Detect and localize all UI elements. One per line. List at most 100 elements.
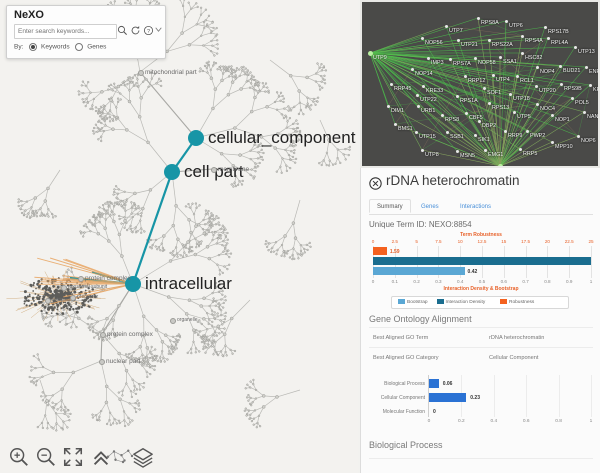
ontology-tree-view[interactable]: cellular_component cell part intracellular… xyxy=(0,0,358,473)
gene-node[interactable] xyxy=(455,149,459,153)
gene-node[interactable] xyxy=(487,38,491,42)
gene-node[interactable] xyxy=(473,56,477,60)
gene-node[interactable] xyxy=(535,102,539,106)
go-term-value: rDNA heterochromatin xyxy=(489,335,545,341)
gene-node[interactable] xyxy=(584,65,588,69)
tree-node[interactable] xyxy=(211,167,217,173)
detail-tabs[interactable]: Summary Genes Interactions xyxy=(369,199,593,215)
gene-node[interactable] xyxy=(543,25,547,29)
gene-node[interactable] xyxy=(477,119,481,123)
gene-node[interactable] xyxy=(476,16,480,20)
gene-node[interactable] xyxy=(570,96,574,100)
tab-genes[interactable]: Genes xyxy=(421,204,439,210)
gene-node[interactable] xyxy=(393,122,397,126)
gene-node[interactable] xyxy=(491,73,495,77)
gene-node[interactable] xyxy=(518,147,522,151)
gene-node[interactable] xyxy=(515,74,519,78)
gene-node[interactable] xyxy=(482,86,486,90)
tree-hub-node[interactable] xyxy=(188,130,204,146)
tree-node[interactable] xyxy=(99,359,105,365)
gene-node[interactable] xyxy=(367,50,373,56)
gene-node[interactable] xyxy=(464,111,468,115)
tree-hub-node[interactable] xyxy=(125,276,141,292)
gene-node[interactable] xyxy=(559,82,563,86)
zoom-in-icon[interactable] xyxy=(8,446,30,468)
gene-node[interactable] xyxy=(497,163,503,166)
gene-node[interactable] xyxy=(445,130,449,134)
gene-node[interactable] xyxy=(421,84,425,88)
axis-tick: 0.2 xyxy=(458,419,465,424)
gene-node[interactable] xyxy=(415,93,419,97)
gene-node[interactable] xyxy=(503,129,507,133)
gene-node[interactable] xyxy=(487,101,491,105)
gene-node[interactable] xyxy=(410,67,414,71)
gene-node[interactable] xyxy=(558,64,562,68)
tree-node[interactable] xyxy=(61,285,67,291)
gene-node[interactable] xyxy=(582,110,586,114)
gene-network-canvas[interactable] xyxy=(362,2,598,166)
tab-summary[interactable]: Summary xyxy=(369,199,411,213)
gene-node[interactable] xyxy=(525,129,529,133)
search-panel[interactable]: NeXO ? By: Keywords Genes xyxy=(6,5,166,59)
tree-node[interactable] xyxy=(100,332,106,338)
gene-node[interactable] xyxy=(483,148,487,152)
gene-node[interactable] xyxy=(448,57,452,61)
divider xyxy=(369,458,593,459)
help-icon[interactable]: ? xyxy=(143,25,154,36)
tree-node[interactable] xyxy=(78,276,84,282)
tree-node[interactable] xyxy=(170,318,176,324)
gene-node[interactable] xyxy=(426,56,430,60)
tree-canvas[interactable] xyxy=(0,0,358,473)
gene-node[interactable] xyxy=(508,92,512,96)
gene-node[interactable] xyxy=(473,133,477,137)
gene-node[interactable] xyxy=(573,45,577,49)
gene-node[interactable] xyxy=(512,110,516,114)
collapse-all-icon[interactable] xyxy=(90,446,112,468)
search-filter-row[interactable]: By: Keywords Genes xyxy=(14,43,106,51)
search-input[interactable] xyxy=(14,24,117,39)
tree-node[interactable] xyxy=(138,70,144,76)
gene-node[interactable] xyxy=(588,83,592,87)
gene-node[interactable] xyxy=(550,140,554,144)
gene-node[interactable] xyxy=(534,84,538,88)
gene-node[interactable] xyxy=(416,104,420,108)
gene-node[interactable] xyxy=(463,74,467,78)
term-detail-panel[interactable]: rDNA heterochromatin Summary Genes Inter… xyxy=(360,168,600,473)
gene-node[interactable] xyxy=(386,104,390,108)
radio-genes[interactable] xyxy=(75,43,84,51)
gene-node[interactable] xyxy=(440,113,444,117)
gene-node[interactable] xyxy=(444,24,448,28)
close-circle-icon[interactable] xyxy=(369,177,382,190)
gene-node[interactable] xyxy=(504,19,508,23)
radio-keywords[interactable] xyxy=(29,43,38,51)
zoom-out-icon[interactable] xyxy=(35,446,57,468)
chevron-down-icon[interactable] xyxy=(155,26,162,35)
chart-bar xyxy=(429,393,467,402)
gene-node[interactable] xyxy=(535,65,539,69)
gene-node[interactable] xyxy=(420,36,424,40)
gene-node[interactable] xyxy=(389,82,393,86)
tab-interactions[interactable]: Interactions xyxy=(460,204,492,210)
gene-node[interactable] xyxy=(414,130,418,134)
search-icon[interactable] xyxy=(117,25,128,36)
fit-screen-icon[interactable] xyxy=(62,446,84,468)
tree-node[interactable] xyxy=(45,298,51,304)
tree-node[interactable] xyxy=(70,295,76,301)
gene-node[interactable] xyxy=(498,55,502,59)
gene-node[interactable] xyxy=(455,94,459,98)
gene-interaction-network[interactable]: UTP9 NOP56 UTP7 RPS8A UTP6 RPS17B UTP21 RPS22A R… xyxy=(360,0,600,168)
go-category-key: Best Aligned GO Category xyxy=(373,355,439,361)
gene-node[interactable] xyxy=(456,38,460,42)
gene-node[interactable] xyxy=(520,34,524,38)
legend-item: Robustness xyxy=(500,299,534,305)
gene-node[interactable] xyxy=(420,148,424,152)
layers-icon[interactable] xyxy=(132,446,154,468)
gene-node[interactable] xyxy=(520,51,524,55)
tree-hub-node[interactable] xyxy=(164,164,180,180)
gene-node[interactable] xyxy=(550,113,554,117)
refresh-icon[interactable] xyxy=(130,25,141,36)
gene-node[interactable] xyxy=(546,36,550,40)
tree-toolbar[interactable] xyxy=(0,440,358,473)
gene-node[interactable] xyxy=(576,134,580,138)
network-thumbnail-icon[interactable] xyxy=(105,445,135,467)
